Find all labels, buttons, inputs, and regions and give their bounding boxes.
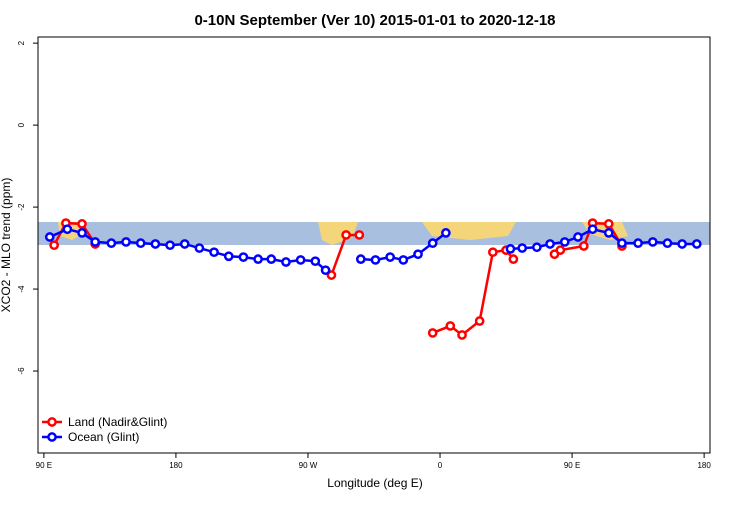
point xyxy=(320,265,331,276)
point xyxy=(179,239,190,249)
y-tick-label: -2 xyxy=(17,203,26,211)
point xyxy=(457,330,467,340)
point xyxy=(341,230,351,240)
point xyxy=(326,270,337,280)
point xyxy=(44,232,55,242)
y-tick-label: 0 xyxy=(17,122,26,127)
point xyxy=(505,244,516,254)
point xyxy=(487,247,498,258)
point xyxy=(194,243,205,253)
point xyxy=(441,228,451,238)
y-axis-label: XCO2 - MLO trend (ppm) xyxy=(0,178,13,313)
point xyxy=(677,239,687,249)
point xyxy=(578,241,589,251)
point xyxy=(238,252,249,262)
legend-label: Ocean (Glint) xyxy=(68,430,139,444)
point xyxy=(573,232,583,242)
point xyxy=(355,254,366,264)
legend-label: Land (Nadir&Glint) xyxy=(68,415,167,429)
x-tick-label: 180 xyxy=(169,461,183,470)
point xyxy=(135,238,146,249)
point xyxy=(49,240,59,251)
point xyxy=(603,219,614,229)
point xyxy=(617,238,627,249)
point xyxy=(662,238,673,249)
point xyxy=(150,239,161,249)
point xyxy=(385,252,395,262)
point xyxy=(647,237,658,247)
legend-marker xyxy=(47,417,57,427)
x-tick-label: 0 xyxy=(438,461,443,470)
y-tick-label: -6 xyxy=(17,367,26,375)
point xyxy=(106,238,117,249)
point xyxy=(587,224,598,235)
point xyxy=(295,255,306,265)
point xyxy=(427,328,438,338)
x-tick-label: 90 E xyxy=(36,461,52,470)
x-tick-label: 180 xyxy=(697,461,711,470)
y-tick-label: 2 xyxy=(17,40,26,45)
ocean-band xyxy=(38,222,710,245)
point xyxy=(62,224,73,235)
y-tick-label: -4 xyxy=(17,285,26,293)
x-tick-label: 90 W xyxy=(299,461,318,470)
point xyxy=(209,247,219,258)
point xyxy=(165,240,175,251)
legend-marker xyxy=(47,432,57,442)
point xyxy=(474,316,485,326)
chart-title: 0-10N September (Ver 10) 2015-01-01 to 2… xyxy=(194,12,555,29)
point xyxy=(691,239,702,249)
point xyxy=(90,237,101,247)
point xyxy=(427,238,438,249)
point xyxy=(517,243,528,253)
point xyxy=(398,255,409,265)
point xyxy=(532,242,542,253)
point xyxy=(370,255,381,265)
point xyxy=(253,254,263,264)
point xyxy=(603,228,614,238)
point xyxy=(354,230,365,240)
point xyxy=(555,245,566,255)
x-tick-label: 90 E xyxy=(564,461,580,470)
point xyxy=(281,257,291,267)
point xyxy=(445,321,456,331)
point xyxy=(413,249,423,260)
plot-frame xyxy=(37,36,711,454)
point xyxy=(266,254,277,264)
point xyxy=(545,239,555,249)
point xyxy=(310,256,321,267)
point xyxy=(559,237,570,247)
point xyxy=(77,219,87,229)
point xyxy=(121,237,131,247)
point xyxy=(633,238,643,249)
point xyxy=(508,254,519,264)
point xyxy=(77,228,87,238)
x-axis-label: Longitude (deg E) xyxy=(327,476,422,490)
point xyxy=(223,251,234,262)
